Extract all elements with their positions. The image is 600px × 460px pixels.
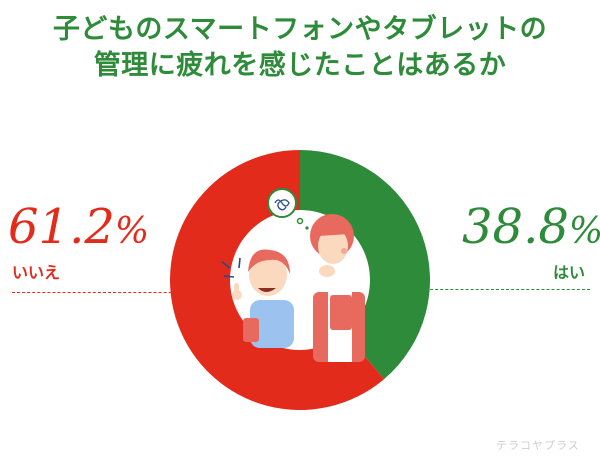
percent-yes: 38.8%	[462, 203, 600, 251]
percent-no-value: 61.2	[8, 199, 115, 255]
illustration-mother-and-child	[221, 188, 368, 362]
percent-no-unit: %	[114, 211, 150, 252]
chart-title-line2: 管理に疲れを感じたことはあるか	[93, 50, 507, 81]
percent-yes-unit: %	[568, 211, 600, 252]
leader-line-yes	[420, 289, 590, 290]
chart-title: 子どものスマートフォンやタブレットの 管理に疲れを感じたことはあるか	[0, 12, 600, 84]
leader-line-no	[12, 292, 202, 293]
slice-label-yes: はい	[553, 263, 586, 282]
donut-slice-yes	[300, 150, 431, 380]
slice-label-no: いいえ	[12, 263, 61, 282]
percent-no: 61.2%	[8, 203, 149, 251]
percent-yes-value: 38.8	[462, 199, 569, 255]
chart-title-line1: 子どものスマートフォンやタブレットの	[52, 14, 548, 45]
watermark: テラコヤプラス	[496, 439, 580, 452]
